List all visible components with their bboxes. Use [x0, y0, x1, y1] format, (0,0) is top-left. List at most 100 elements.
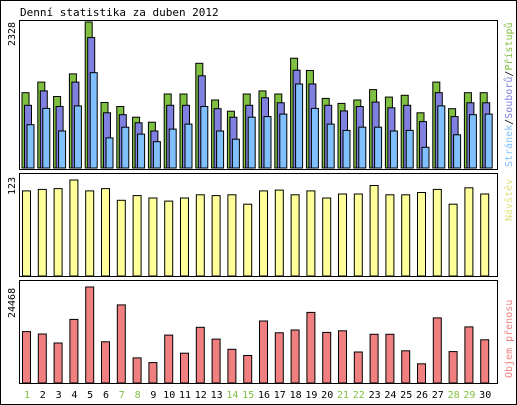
bar-pages-24	[389, 130, 398, 169]
panel-frame	[19, 20, 498, 170]
bar-volume-16	[259, 320, 268, 384]
x-label-day-20: 20	[321, 390, 333, 401]
bar-volume-15	[243, 355, 253, 384]
bar-pages-11	[184, 123, 193, 169]
bar-volume-13	[211, 338, 221, 384]
x-label-day-19: 19	[305, 390, 317, 401]
bar-visits-7	[116, 199, 126, 277]
y-max-label: 123	[7, 177, 18, 195]
x-label-day-1: 1	[24, 390, 30, 401]
bar-pages-23	[374, 126, 383, 169]
bars-visits	[22, 179, 490, 277]
bar-volume-28	[448, 351, 458, 384]
bar-pages-15	[247, 116, 256, 169]
bar-volume-6	[101, 341, 110, 384]
bar-volume-5	[85, 286, 95, 384]
bar-volume-7	[116, 304, 126, 384]
bar-visits-5	[85, 190, 95, 277]
bar-volume-24	[385, 333, 395, 384]
bar-pages-1	[26, 124, 35, 169]
bar-visits-11	[180, 197, 189, 277]
y-max-label: 2328	[7, 22, 18, 46]
bar-volume-1	[22, 331, 31, 384]
bar-visits-14	[227, 194, 237, 277]
panel-visits: 123 Návštěv	[7, 173, 515, 277]
bar-pages-14	[231, 138, 240, 169]
legend-souboru: Souborů	[503, 77, 515, 119]
panel-hits: 2328 Stránek/Souborů/Přístupů	[7, 20, 515, 170]
bar-visits-9	[148, 197, 158, 277]
bar-volume-11	[180, 352, 189, 384]
bar-volume-21	[338, 330, 347, 384]
bar-volume-17	[274, 332, 284, 384]
x-label-day-23: 23	[369, 390, 381, 401]
bar-visits-17	[274, 189, 284, 277]
bar-visits-23	[369, 185, 379, 277]
bar-visits-18	[290, 194, 300, 277]
bar-pages-16	[263, 116, 272, 169]
x-label-day-29: 29	[463, 390, 475, 401]
y-axis-title: Objem přenosu	[503, 300, 515, 378]
x-label-day-9: 9	[150, 390, 156, 401]
panel-frame	[19, 280, 498, 384]
bar-pages-8	[137, 133, 146, 169]
y-axis-title: Stránek/Souborů/Přístupů	[503, 22, 515, 167]
bar-pages-25	[405, 129, 414, 169]
x-label-day-30: 30	[479, 390, 491, 401]
bar-volume-12	[195, 326, 205, 384]
bar-visits-26	[417, 192, 426, 277]
bar-pages-12	[200, 106, 209, 169]
bar-pages-9	[152, 141, 161, 169]
x-label-day-16: 16	[258, 390, 270, 401]
bar-volume-23	[369, 333, 379, 384]
bars-volume	[22, 286, 490, 384]
bar-pages-10	[168, 128, 177, 169]
bar-visits-16	[259, 190, 268, 277]
bar-pages-30	[484, 113, 493, 169]
x-label-day-4: 4	[71, 390, 77, 401]
bar-volume-26	[417, 363, 426, 384]
legend-stranek: Stránek	[503, 125, 515, 167]
bar-pages-19	[310, 107, 319, 169]
bar-visits-21	[338, 193, 347, 277]
bar-volume-3	[53, 342, 63, 384]
bar-visits-28	[448, 203, 458, 277]
panel-volume: 24468 Objem přenosu	[7, 280, 515, 384]
x-label-day-2: 2	[40, 390, 46, 401]
bar-volume-30	[480, 339, 490, 384]
x-label-day-5: 5	[87, 390, 93, 401]
x-label-day-26: 26	[416, 390, 428, 401]
x-label-day-10: 10	[163, 390, 175, 401]
bar-pages-20	[326, 123, 335, 169]
x-label-day-22: 22	[353, 390, 365, 401]
bar-volume-18	[290, 329, 300, 384]
x-label-day-14: 14	[226, 390, 238, 401]
bar-volume-27	[432, 317, 442, 384]
bar-visits-3	[53, 188, 63, 277]
x-label-day-3: 3	[56, 390, 62, 401]
x-label-day-6: 6	[103, 390, 109, 401]
bar-pages-4	[73, 105, 82, 169]
bar-volume-14	[227, 348, 237, 384]
bar-volume-2	[37, 333, 47, 384]
x-label-day-21: 21	[337, 390, 349, 401]
bar-visits-20	[322, 197, 332, 277]
x-label-day-11: 11	[179, 390, 191, 401]
bar-pages-13	[216, 130, 225, 169]
bar-volume-4	[69, 318, 79, 384]
bar-pages-28	[453, 134, 462, 169]
bar-visits-6	[101, 188, 110, 277]
bar-pages-29	[468, 114, 477, 169]
bar-visits-1	[22, 190, 31, 277]
bar-visits-15	[243, 203, 253, 277]
bar-visits-4	[69, 179, 79, 277]
bar-pages-6	[105, 137, 114, 169]
bar-pages-21	[342, 129, 351, 169]
bar-volume-25	[401, 350, 411, 384]
bar-pages-18	[295, 83, 304, 169]
bar-pages-3	[58, 130, 67, 169]
bar-pages-5	[89, 72, 98, 169]
bar-visits-29	[464, 187, 474, 277]
bar-pages-27	[437, 105, 446, 169]
